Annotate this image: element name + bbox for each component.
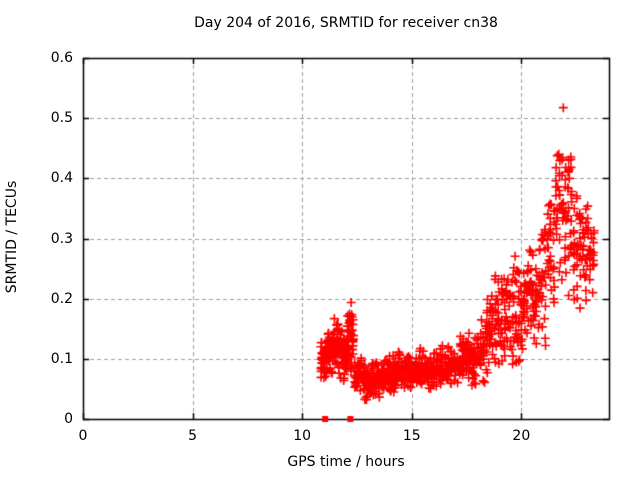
- x-axis-label: GPS time / hours: [287, 454, 405, 470]
- y-tick-label: 0.2: [50, 290, 73, 307]
- y-tick-label: 0.4: [50, 170, 73, 187]
- y-tick-label: 0.3: [50, 230, 73, 247]
- y-tick-label: 0.6: [50, 50, 73, 66]
- y-tick-label: 0.5: [50, 110, 73, 127]
- x-tick-label: 20: [512, 428, 531, 444]
- x-tick-label: 0: [78, 428, 88, 444]
- chart-title: Day 204 of 2016, SRMTID for receiver cn3…: [194, 15, 498, 31]
- x-tick-label: 5: [188, 428, 198, 444]
- y-tick-label: 0: [64, 411, 73, 427]
- y-tick-label: 0.1: [50, 350, 73, 367]
- x-tick-label: 10: [293, 428, 312, 444]
- x-tick-label: 15: [402, 428, 421, 444]
